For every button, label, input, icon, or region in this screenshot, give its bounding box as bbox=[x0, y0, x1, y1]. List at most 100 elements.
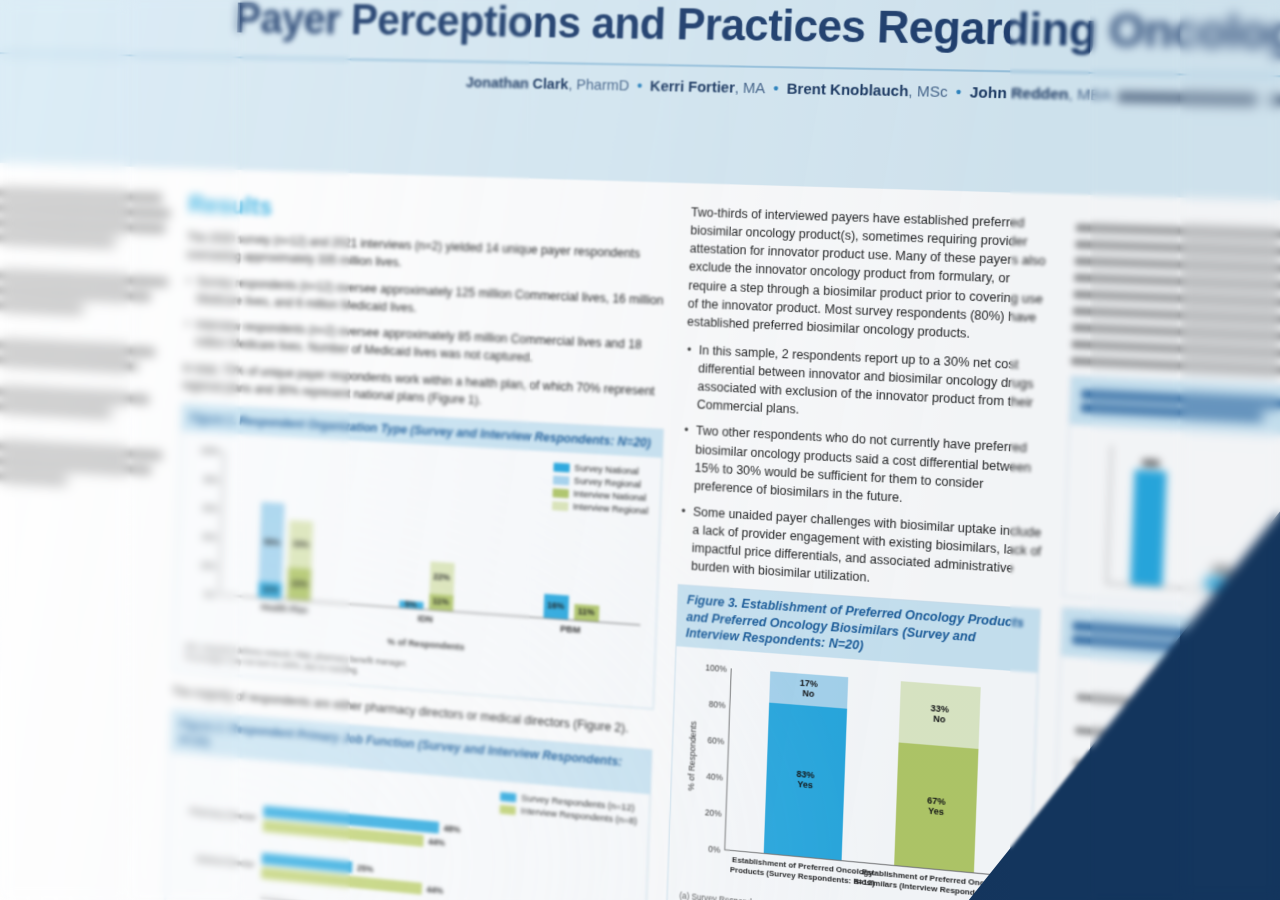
div bbox=[0, 416, 163, 445]
skl bbox=[0, 217, 166, 233]
bar-segment: 17% No bbox=[769, 671, 849, 709]
b: Brent Knoblauch bbox=[786, 80, 909, 101]
skl bbox=[0, 386, 150, 404]
figure3-chart: % of Respondents 100% 80% 60% 40% 20% 0% 83% Yes… bbox=[666, 646, 1038, 900]
bar-segment: 11% bbox=[573, 603, 599, 622]
category-label: Pharmacy Director bbox=[189, 806, 257, 823]
y-axis-tick: 0% bbox=[203, 589, 216, 600]
bar-stack: 16% bbox=[542, 594, 569, 620]
skl bbox=[0, 187, 163, 202]
bar-stack: 67% Yes 33% No bbox=[894, 681, 981, 873]
bar-value-label: 25% bbox=[356, 863, 374, 875]
skl bbox=[0, 232, 115, 246]
legend-swatch bbox=[551, 501, 569, 512]
category-label: Medical Director bbox=[196, 854, 255, 870]
div: Yes bbox=[927, 805, 945, 817]
bar-stack: 11% 22% bbox=[428, 561, 455, 612]
left-cropped-column bbox=[0, 181, 171, 900]
author: Brent Knoblauch, MSc bbox=[786, 80, 948, 102]
bar-value-label: 11% bbox=[432, 595, 450, 607]
bar-value-label: 22% bbox=[291, 578, 308, 589]
bar-value-label: 16% bbox=[547, 600, 565, 612]
div: No bbox=[802, 688, 815, 700]
illegible-author bbox=[1117, 90, 1258, 106]
right-figure-top-title bbox=[1069, 376, 1280, 447]
legend-label: Interview Regional bbox=[572, 501, 649, 518]
b: John Redden bbox=[969, 84, 1069, 104]
skl bbox=[1070, 356, 1280, 377]
bar-segment: 11% bbox=[428, 593, 454, 612]
bar-value-label: 48% bbox=[443, 823, 461, 835]
bar-value-label: 67% Yes bbox=[927, 795, 946, 818]
bar-segment: 33% bbox=[288, 519, 314, 570]
div bbox=[0, 315, 167, 341]
y-axis-tick: 20% bbox=[200, 560, 217, 572]
y-axis-tick: 40% bbox=[201, 531, 218, 543]
bar-stack: 22% 33% bbox=[287, 519, 314, 602]
legend-swatch bbox=[500, 792, 517, 803]
chart-legend: Survey Respondents (n=12) Interview Respo… bbox=[499, 789, 638, 829]
figure3-plot: % of Respondents 100% 80% 60% 40% 20% 0% 83% Yes… bbox=[686, 663, 1025, 900]
bar-value-label: 33% bbox=[292, 538, 310, 550]
bar-value-label: 5% bbox=[404, 598, 418, 610]
div bbox=[0, 369, 165, 389]
skl bbox=[0, 339, 156, 357]
y-axis-tick: 40% bbox=[705, 771, 724, 783]
illegible-author bbox=[1270, 93, 1280, 109]
category-label-skeleton bbox=[1076, 693, 1132, 705]
bar-value-label: 11% bbox=[262, 583, 279, 595]
results-bullets: Survey respondents (n=12) oversee approx… bbox=[183, 273, 668, 373]
author-separator: • bbox=[632, 77, 647, 95]
skl bbox=[0, 454, 152, 475]
author: John Redden, MBA bbox=[969, 84, 1112, 105]
figure1-panel: Figure 1. Respondent Organization Type (… bbox=[172, 403, 664, 710]
biosimilars-column: Two-thirds of interviewed payers have es… bbox=[650, 203, 1055, 900]
results-column: Results The 2020 survey (n=12) and 2021 … bbox=[152, 188, 672, 900]
bar-value-label: 11% bbox=[577, 606, 595, 618]
y-axis-tick: 100% bbox=[200, 445, 221, 457]
skl bbox=[0, 354, 138, 371]
results-heading: Results bbox=[187, 189, 273, 221]
bar-stack: 83% Yes 17% No bbox=[763, 671, 849, 861]
bar-segment: 5% bbox=[398, 598, 424, 610]
poster-title-visible: Payer Perceptions and Practices Regardin… bbox=[233, 0, 1110, 57]
y-axis-tick: 80% bbox=[708, 699, 726, 711]
bar-value-label: 44% bbox=[426, 884, 444, 897]
bar-segment: 22% bbox=[428, 561, 455, 596]
biosimilars-bullet: Some unaided payer challenges with biosi… bbox=[678, 502, 1044, 599]
bar-stack: 11% bbox=[573, 603, 599, 622]
bar-value-label: 44% bbox=[428, 836, 446, 849]
skl bbox=[0, 469, 67, 485]
bar-segment: 83% Yes bbox=[763, 702, 848, 861]
skl bbox=[0, 401, 112, 417]
legend-swatch bbox=[499, 805, 517, 816]
bar-stack: 11% 55% bbox=[258, 502, 286, 600]
b: Jonathan Clark bbox=[465, 74, 569, 94]
y-axis-tick: 20% bbox=[704, 807, 722, 819]
bar-stack: 5% bbox=[398, 598, 424, 610]
category-label: IDN bbox=[417, 613, 434, 626]
legend-swatch bbox=[552, 475, 570, 486]
author-separator: • bbox=[951, 83, 966, 102]
author-separator: • bbox=[768, 80, 784, 98]
figure1-chart: Survey National Survey Regional Interview … bbox=[173, 431, 661, 708]
bar-segment: 33% No bbox=[898, 681, 981, 749]
bar-segment: 11% bbox=[258, 581, 283, 600]
bar-value-label: 83% Yes bbox=[796, 769, 814, 792]
bar-segment: 55% bbox=[258, 502, 286, 584]
y-axis-tick: 60% bbox=[202, 503, 219, 514]
div bbox=[0, 248, 169, 271]
bar-value-label: 17% No bbox=[799, 678, 818, 700]
biosimilars-bullet: In this sample, 2 respondents report up … bbox=[684, 341, 1050, 432]
b: Kerri Fortier bbox=[649, 77, 736, 97]
author: Kerri Fortier, MA bbox=[649, 77, 766, 98]
y-axis-tick: 0% bbox=[708, 843, 721, 856]
y-axis-title: % of Respondents bbox=[686, 720, 699, 792]
bar-value-label: 33% No bbox=[930, 703, 949, 726]
y-axis-tick: 100% bbox=[705, 662, 727, 675]
bar-value-label: 22% bbox=[433, 571, 451, 583]
chart-legend: Survey National Survey Regional Interview … bbox=[551, 460, 650, 519]
div: No bbox=[933, 713, 946, 725]
div: Yes bbox=[797, 779, 814, 791]
category-label: PBM bbox=[559, 624, 581, 637]
